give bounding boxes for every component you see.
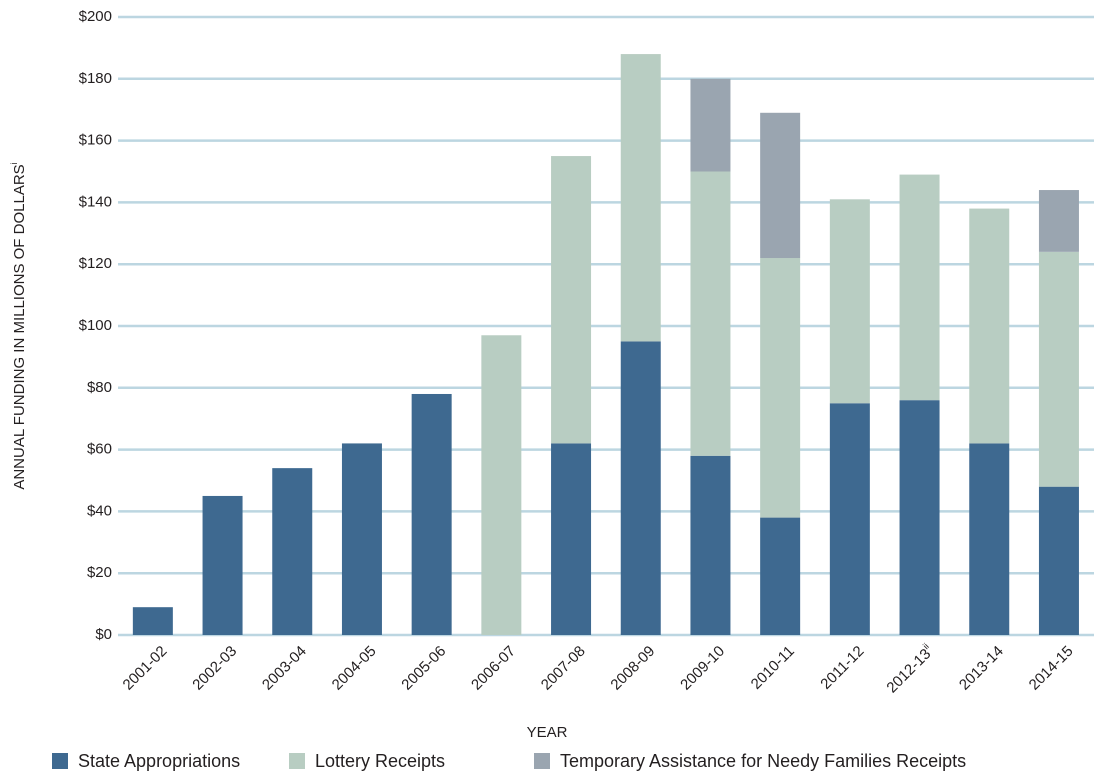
x-tick-label-text: 2004-05 — [329, 643, 380, 694]
x-tick-label-text: 2007-08 — [538, 643, 589, 694]
y-tick-label: $140 — [79, 193, 112, 210]
x-tick-label: 2006-07 — [468, 643, 519, 694]
x-tick-label-text: 2003-04 — [259, 643, 310, 694]
x-tick-label-text: 2005-06 — [398, 643, 449, 694]
y-axis-label-note: i — [9, 162, 19, 164]
x-tick-label-text: 2008-09 — [607, 643, 658, 694]
x-tick-label-text: 2009-10 — [677, 643, 728, 694]
x-tick-label: 2009-10 — [677, 643, 728, 694]
bar-segment — [620, 54, 661, 342]
x-tick-label: 2012-13ii — [882, 641, 937, 696]
x-tick-label: 2014-15 — [1026, 643, 1077, 694]
y-tick-label: $180 — [79, 70, 112, 87]
y-axis-label: ANNUAL FUNDING IN MILLIONS OF DOLLARSi — [9, 162, 28, 489]
bar-segment — [969, 443, 1010, 635]
legend-label: Temporary Assistance for Needy Families … — [560, 751, 966, 771]
x-tick-label: 2008-09 — [607, 643, 658, 694]
bar-segment — [341, 443, 382, 635]
legend-label: Lottery Receipts — [315, 751, 445, 771]
grid — [118, 15, 1094, 637]
x-tick-label: 2003-04 — [259, 643, 310, 694]
x-axis-label: YEAR — [527, 724, 568, 741]
x-tick-label: 2004-05 — [329, 643, 380, 694]
x-tick-label: 2001-02 — [120, 643, 171, 694]
bar-segment — [829, 403, 870, 635]
bar-segment — [202, 495, 243, 635]
legend-swatch — [52, 753, 68, 769]
legend-label: State Appropriations — [78, 751, 240, 771]
bar-segment — [969, 208, 1010, 444]
bar-segment — [1038, 486, 1079, 635]
x-tick-label-text: 2006-07 — [468, 643, 519, 694]
bar-segment — [690, 455, 731, 635]
x-tick-label: 2002-03 — [189, 643, 240, 694]
y-tick-label: $60 — [87, 441, 112, 458]
y-tick-label: $80 — [87, 379, 112, 396]
x-tick-label-text: 2001-02 — [120, 643, 171, 694]
x-tick-note: ii — [921, 641, 931, 651]
x-tick-label-text: 2012-13 — [883, 645, 934, 696]
bar-segment — [760, 517, 801, 635]
bar-segment — [899, 400, 940, 635]
bar-segment — [411, 393, 452, 635]
x-tick-label-text: 2013-14 — [956, 643, 1007, 694]
bar-segment — [132, 607, 173, 635]
bar-segment — [760, 112, 801, 259]
bar-segment — [760, 258, 801, 518]
y-tick-label: $0 — [95, 626, 112, 643]
legend-swatch — [289, 753, 305, 769]
bar-segment — [829, 199, 870, 404]
bar-segment — [899, 174, 940, 401]
y-tick-label: $100 — [79, 317, 112, 334]
bar-segment — [690, 78, 731, 172]
bar-segment — [551, 443, 592, 635]
x-tick-label: 2007-08 — [538, 643, 589, 694]
bar-segment — [620, 341, 661, 635]
bar-segment — [1038, 190, 1079, 252]
y-axis-label-text: ANNUAL FUNDING IN MILLIONS OF DOLLARS — [11, 164, 28, 489]
bar-segment — [272, 468, 313, 635]
y-tick-label: $40 — [87, 502, 112, 519]
y-tick-label: $200 — [79, 8, 112, 25]
x-tick-label: 2013-14 — [956, 643, 1007, 694]
y-tick-label: $20 — [87, 564, 112, 581]
x-tick-label-text: 2011-12 — [817, 643, 867, 693]
legend-swatch — [534, 753, 550, 769]
bar-segment — [551, 156, 592, 444]
bar-segment — [481, 335, 522, 635]
x-tick-label: 2010-11 — [748, 643, 798, 693]
bar-segment — [690, 171, 731, 456]
x-tick-label-text: 2002-03 — [189, 643, 240, 694]
bar-segment — [1038, 251, 1079, 487]
x-tick-label: 2005-06 — [398, 643, 449, 694]
x-tick-label-text: 2010-11 — [748, 643, 798, 693]
x-tick-label-text: 2014-15 — [1026, 643, 1077, 694]
y-tick-label: $120 — [79, 255, 112, 272]
x-tick-label: 2011-12 — [817, 643, 867, 693]
y-tick-label: $160 — [79, 132, 112, 149]
